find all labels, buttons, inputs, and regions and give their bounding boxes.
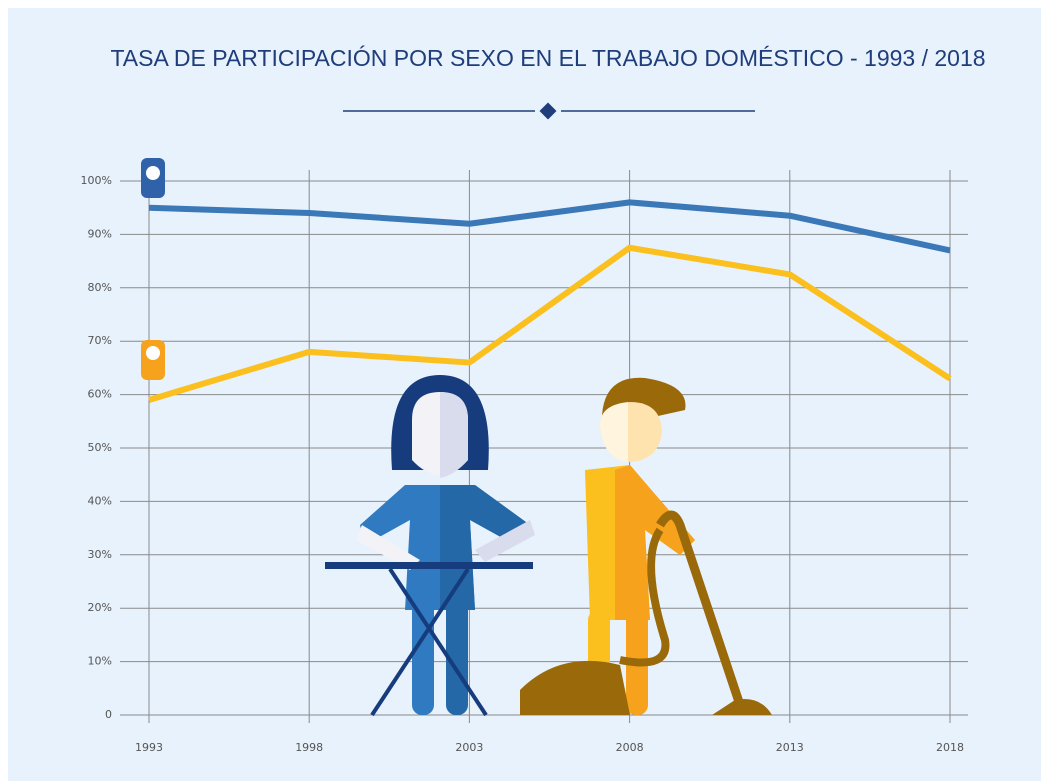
x-tick-label: 2013: [776, 741, 804, 754]
x-tick-label: 1993: [135, 741, 163, 754]
series-line: [148, 244, 952, 403]
y-tick-label: 10%: [88, 655, 112, 668]
y-tick-label: 90%: [88, 227, 112, 240]
divider-diamond: [539, 102, 557, 120]
plot: 0 10% 20% 30% 40% 50% 60% 70% 80% 90% 100% 1993 1998…: [81, 170, 968, 754]
illustration: [141, 158, 772, 717]
y-tick-label: 40%: [88, 494, 112, 507]
y-tick-label: 70%: [88, 334, 112, 347]
y-tick-label: 80%: [88, 281, 112, 294]
y-tick-label: 0: [105, 708, 112, 721]
x-tick-label: 1998: [295, 741, 323, 754]
chart-title: TASA DE PARTICIPACIÓN POR SEXO EN EL TRA…: [110, 45, 985, 71]
y-tick-label: 30%: [88, 548, 112, 561]
y-tick-label: 20%: [88, 601, 112, 614]
y-tick-label: 50%: [88, 441, 112, 454]
x-tick-label: 2008: [616, 741, 644, 754]
y-tick-label: 100%: [81, 174, 112, 187]
y-tick-label: 60%: [88, 388, 112, 401]
series-line: [148, 199, 951, 254]
x-tick-label: 2018: [936, 741, 964, 754]
x-tick-label: 2003: [455, 741, 483, 754]
